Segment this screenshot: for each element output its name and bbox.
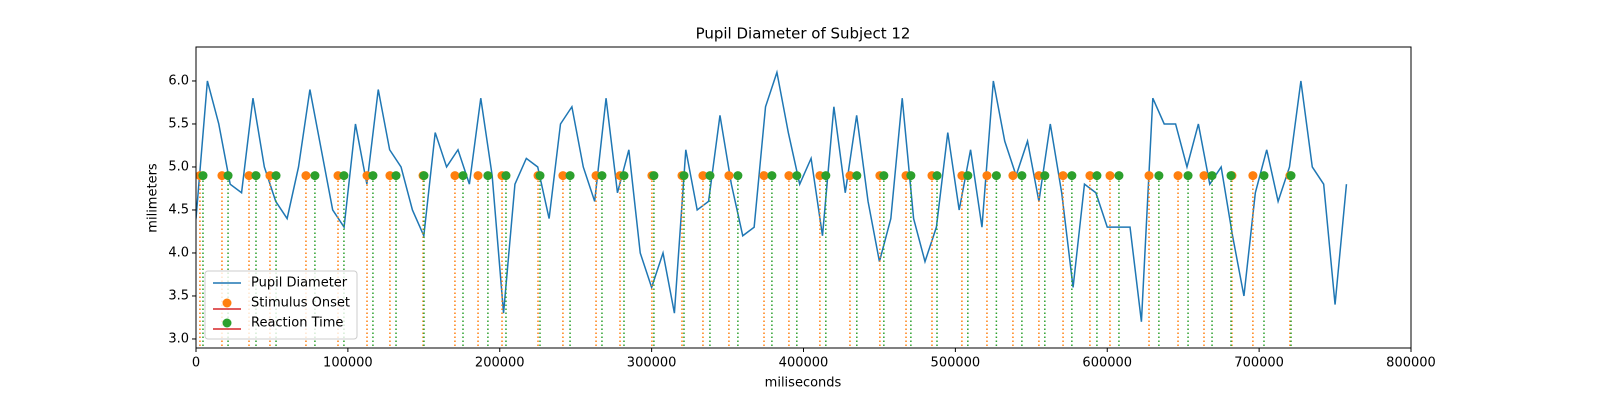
stem-marker — [619, 171, 629, 181]
x-tick-label: 100000 — [323, 356, 373, 371]
stem-marker — [597, 171, 607, 181]
stem-marker — [1183, 171, 1193, 181]
stem-marker — [1207, 171, 1217, 181]
stem-marker — [1199, 171, 1209, 181]
y-tick-label: 4.0 — [168, 245, 189, 260]
stem-marker — [368, 171, 378, 181]
stem-marker — [724, 171, 734, 181]
stem-marker — [1067, 171, 1077, 181]
legend-label: Pupil Diameter — [251, 276, 348, 291]
stem-marker — [1154, 171, 1164, 181]
y-tick-label: 5.0 — [168, 159, 189, 174]
chart-title: Pupil Diameter of Subject 12 — [696, 25, 911, 43]
stem-marker — [458, 171, 468, 181]
stem-marker — [1085, 171, 1095, 181]
stem-marker — [1173, 171, 1183, 181]
stem-marker — [649, 171, 659, 181]
stem-marker — [483, 171, 493, 181]
y-tick-label: 3.5 — [168, 288, 189, 303]
stem-marker — [1105, 171, 1115, 181]
stem-marker — [852, 171, 862, 181]
stem-marker — [1286, 171, 1296, 181]
y-tick-label: 5.5 — [168, 116, 189, 131]
x-tick-label: 400000 — [779, 356, 829, 371]
stem-marker — [759, 171, 769, 181]
stem-marker — [223, 171, 233, 181]
legend-label: Reaction Time — [251, 316, 343, 331]
stem-marker — [535, 171, 545, 181]
stem-marker — [251, 171, 261, 181]
stem-marker — [906, 171, 916, 181]
stem-marker — [1248, 171, 1258, 181]
stem-marker — [310, 171, 320, 181]
y-tick-label: 4.5 — [168, 202, 189, 217]
stem-marker — [339, 171, 349, 181]
x-tick-label: 0 — [192, 356, 200, 371]
stem-marker — [558, 171, 568, 181]
x-tick-label: 700000 — [1234, 356, 1284, 371]
stem-marker — [879, 171, 889, 181]
stem-marker — [419, 171, 429, 181]
stem-marker — [1259, 171, 1269, 181]
stem-marker — [845, 171, 855, 181]
stem-marker — [391, 171, 401, 181]
stem-marker — [244, 171, 254, 181]
legend-marker — [222, 298, 232, 308]
stem-marker — [1144, 171, 1154, 181]
stem-marker — [301, 171, 311, 181]
pupil-line — [196, 69, 1348, 322]
stem-marker — [932, 171, 942, 181]
stem-marker — [679, 171, 689, 181]
stem-marker — [1040, 171, 1050, 181]
x-tick-label: 300000 — [627, 356, 677, 371]
stem-marker — [1058, 171, 1068, 181]
stem-marker — [1114, 171, 1124, 181]
stem-marker — [473, 171, 483, 181]
x-tick-label: 600000 — [1082, 356, 1132, 371]
stem-marker — [1008, 171, 1018, 181]
stem-marker — [991, 171, 1001, 181]
stem-marker — [705, 171, 715, 181]
stem-marker — [733, 171, 743, 181]
stem-marker — [501, 171, 511, 181]
stem-marker — [767, 171, 777, 181]
legend-box — [204, 270, 358, 340]
stem-marker — [1092, 171, 1102, 181]
stem-marker — [982, 171, 992, 181]
x-axis-label: miliseconds — [765, 376, 842, 391]
stem-marker — [198, 171, 208, 181]
stem-marker — [1017, 171, 1027, 181]
stem-marker — [821, 171, 831, 181]
plot-area — [196, 69, 1348, 348]
x-tick-label: 500000 — [931, 356, 981, 371]
legend: Pupil Diameter Stimulus Onset Reaction Tim… — [204, 270, 358, 340]
stem-marker — [792, 171, 802, 181]
y-tick-label: 6.0 — [168, 73, 189, 88]
y-axis-label: milimeters — [146, 163, 161, 233]
stem-marker — [1226, 171, 1236, 181]
stem-marker — [963, 171, 973, 181]
stem-marker — [784, 171, 794, 181]
stem-marker — [698, 171, 708, 181]
stem-marker — [271, 171, 281, 181]
x-tick-label: 200000 — [475, 356, 525, 371]
stem-marker — [565, 171, 575, 181]
legend-label: Stimulus Onset — [251, 296, 350, 311]
legend-marker — [222, 318, 232, 328]
y-tick-label: 3.0 — [168, 331, 189, 346]
stem-marker — [450, 171, 460, 181]
x-tick-label: 800000 — [1386, 356, 1436, 371]
